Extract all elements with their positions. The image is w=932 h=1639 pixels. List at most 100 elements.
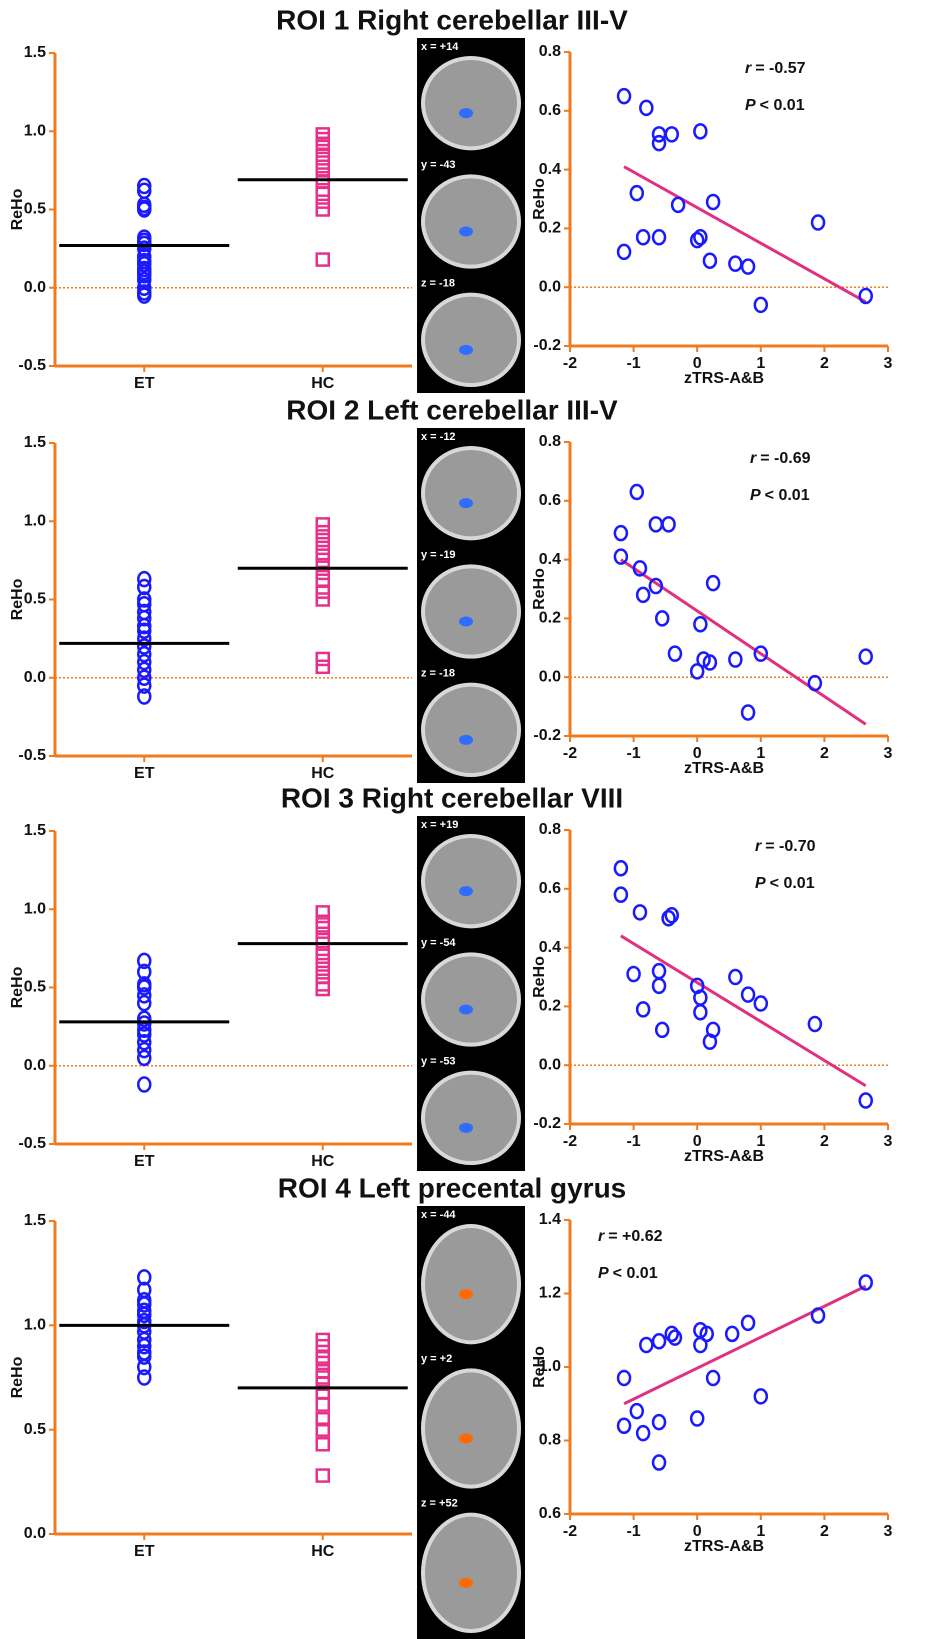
- x-tick-label: ET: [134, 1543, 155, 1560]
- brain-label: x = +14: [421, 41, 459, 53]
- data-point: [666, 908, 678, 922]
- data-point: [694, 230, 706, 244]
- x-tick-label: HC: [311, 1543, 335, 1560]
- y-tick-label: 1.0: [24, 900, 46, 917]
- activation: [459, 1434, 473, 1444]
- y-tick-label: 0.0: [24, 669, 46, 686]
- activation: [459, 108, 473, 118]
- y-tick-label: 1.0: [24, 512, 46, 529]
- y-tick-label: 0.0: [539, 1056, 561, 1073]
- y-axis-label: ReHo: [531, 1346, 548, 1388]
- x-tick-label: -2: [563, 745, 577, 762]
- y-tick-label: 1.0: [24, 1317, 46, 1334]
- data-point: [615, 526, 627, 540]
- row-title: ROI 1 Right cerebellar III-V: [276, 4, 628, 35]
- data-point: [666, 1327, 678, 1341]
- annotation-part: P: [598, 1265, 609, 1282]
- data-point: [631, 1404, 643, 1418]
- x-tick-label: 2: [820, 1523, 829, 1540]
- data-point: [729, 970, 741, 984]
- y-tick-label: 1.5: [24, 434, 46, 451]
- data-point: [694, 124, 706, 138]
- y-tick-label: 1.5: [24, 822, 46, 839]
- x-tick-label: -1: [626, 1523, 640, 1540]
- data-point: [742, 988, 754, 1002]
- annotation-part: = -0.57: [755, 60, 805, 77]
- data-point: [317, 204, 329, 216]
- activation: [459, 1578, 473, 1588]
- activation: [459, 735, 473, 745]
- annotation-part: P: [755, 875, 766, 892]
- y-tick-label: -0.2: [533, 337, 561, 354]
- data-point: [860, 650, 872, 664]
- data-point: [704, 254, 716, 268]
- data-point: [637, 1426, 649, 1440]
- brain-label: y = -53: [421, 1056, 456, 1068]
- y-axis-label: ReHo: [9, 966, 26, 1008]
- activation: [459, 1005, 473, 1015]
- brain-slice: [423, 1073, 519, 1163]
- y-tick-label: 0.4: [539, 161, 561, 178]
- y-tick-label: 0.6: [539, 492, 561, 509]
- x-tick-label: 3: [884, 1133, 893, 1150]
- brain-slice: [423, 295, 519, 385]
- data-point: [618, 245, 630, 259]
- annotation: P< 0.01: [598, 1265, 658, 1282]
- activation: [459, 345, 473, 355]
- data-point: [707, 1371, 719, 1385]
- annotation-part: P: [745, 97, 756, 114]
- x-tick-label: 2: [820, 355, 829, 372]
- data-point: [317, 971, 329, 983]
- data-point: [755, 996, 767, 1010]
- data-point: [618, 89, 630, 103]
- annotation: r= -0.69: [750, 450, 811, 467]
- data-point: [707, 195, 719, 209]
- x-tick-label: -2: [563, 355, 577, 372]
- brain-label: y = -19: [421, 549, 456, 561]
- y-tick-label: 0.2: [539, 610, 561, 627]
- y-tick-label: 0.2: [539, 998, 561, 1015]
- annotation: P< 0.01: [745, 97, 805, 114]
- data-point: [809, 1017, 821, 1031]
- y-tick-label: 1.5: [24, 1212, 46, 1229]
- brain-slice: [423, 1370, 519, 1486]
- x-tick-label: ET: [134, 1153, 155, 1170]
- brain-label: z = -18: [421, 668, 455, 680]
- x-tick-label: 3: [884, 1523, 893, 1540]
- data-point: [618, 1419, 630, 1433]
- data-point: [317, 141, 329, 153]
- data-point: [317, 978, 329, 990]
- y-axis-label: ReHo: [531, 178, 548, 220]
- data-point: [317, 1438, 329, 1450]
- y-tick-label: 0.8: [539, 433, 561, 450]
- activation: [459, 1123, 473, 1133]
- data-point: [317, 196, 329, 208]
- y-tick-label: 1.0: [24, 122, 46, 139]
- x-tick-label: ET: [134, 765, 155, 782]
- brain-slice: [423, 836, 519, 926]
- data-point: [694, 617, 706, 631]
- data-point: [317, 983, 329, 995]
- activation: [459, 1289, 473, 1299]
- x-axis-label: zTRS-A&B: [684, 370, 764, 387]
- y-tick-label: 0.0: [24, 279, 46, 296]
- y-tick-label: 0.5: [24, 201, 46, 218]
- data-point: [317, 594, 329, 606]
- data-point: [317, 653, 329, 665]
- data-point: [628, 967, 640, 981]
- data-point: [631, 485, 643, 499]
- fit-line: [621, 936, 866, 1086]
- y-axis-label: ReHo: [531, 568, 548, 610]
- brain-slice: [423, 1515, 519, 1631]
- fit-line: [621, 560, 866, 725]
- data-point: [860, 1093, 872, 1107]
- activation: [459, 227, 473, 237]
- y-tick-label: 0.5: [24, 979, 46, 996]
- annotation-part: P: [750, 487, 761, 504]
- activation: [459, 886, 473, 896]
- brain-slice: [423, 448, 519, 538]
- data-point: [669, 1331, 681, 1345]
- data-point: [650, 517, 662, 531]
- data-point: [637, 1002, 649, 1016]
- brain-label: x = -44: [421, 1209, 456, 1221]
